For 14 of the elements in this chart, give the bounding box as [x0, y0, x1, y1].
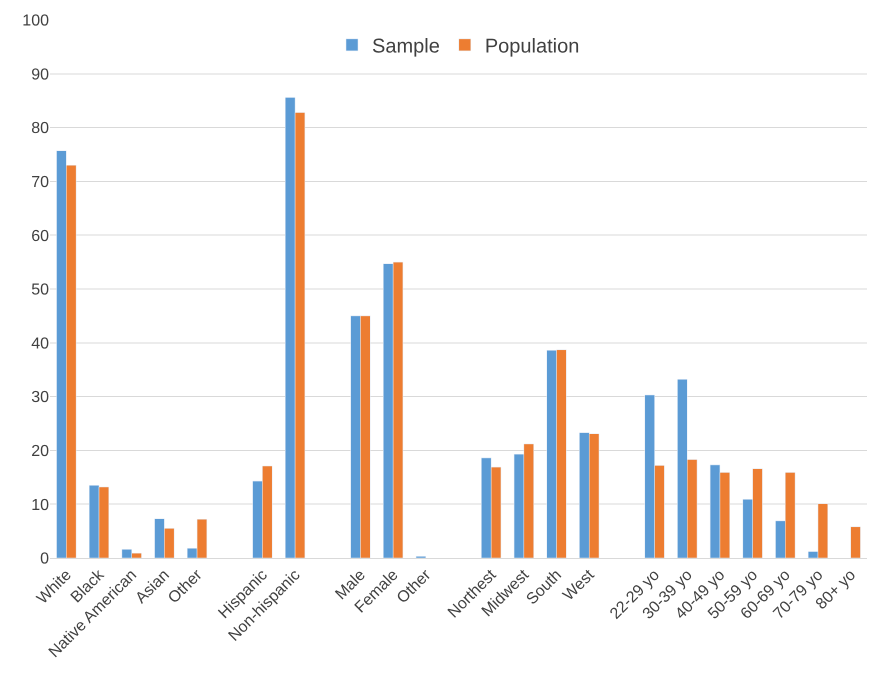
- bar: [850, 526, 861, 558]
- y-tick-label: 20: [31, 443, 50, 460]
- y-tick-label: 10: [31, 496, 50, 514]
- y-tick-label: 50: [31, 282, 50, 299]
- y-tick-label: 0: [40, 550, 50, 568]
- y-tick-label: 70: [31, 174, 50, 191]
- y-tick-label: 60: [31, 228, 50, 245]
- legend-label: Sample: [372, 36, 440, 58]
- y-tick-label: 30: [31, 389, 50, 406]
- y-tick-label: 90: [31, 66, 50, 84]
- y-tick-label: 40: [31, 335, 50, 352]
- y-tick-label: 80: [31, 120, 50, 138]
- y-tick-label: 100: [22, 12, 50, 30]
- legend-label: Population: [484, 36, 580, 58]
